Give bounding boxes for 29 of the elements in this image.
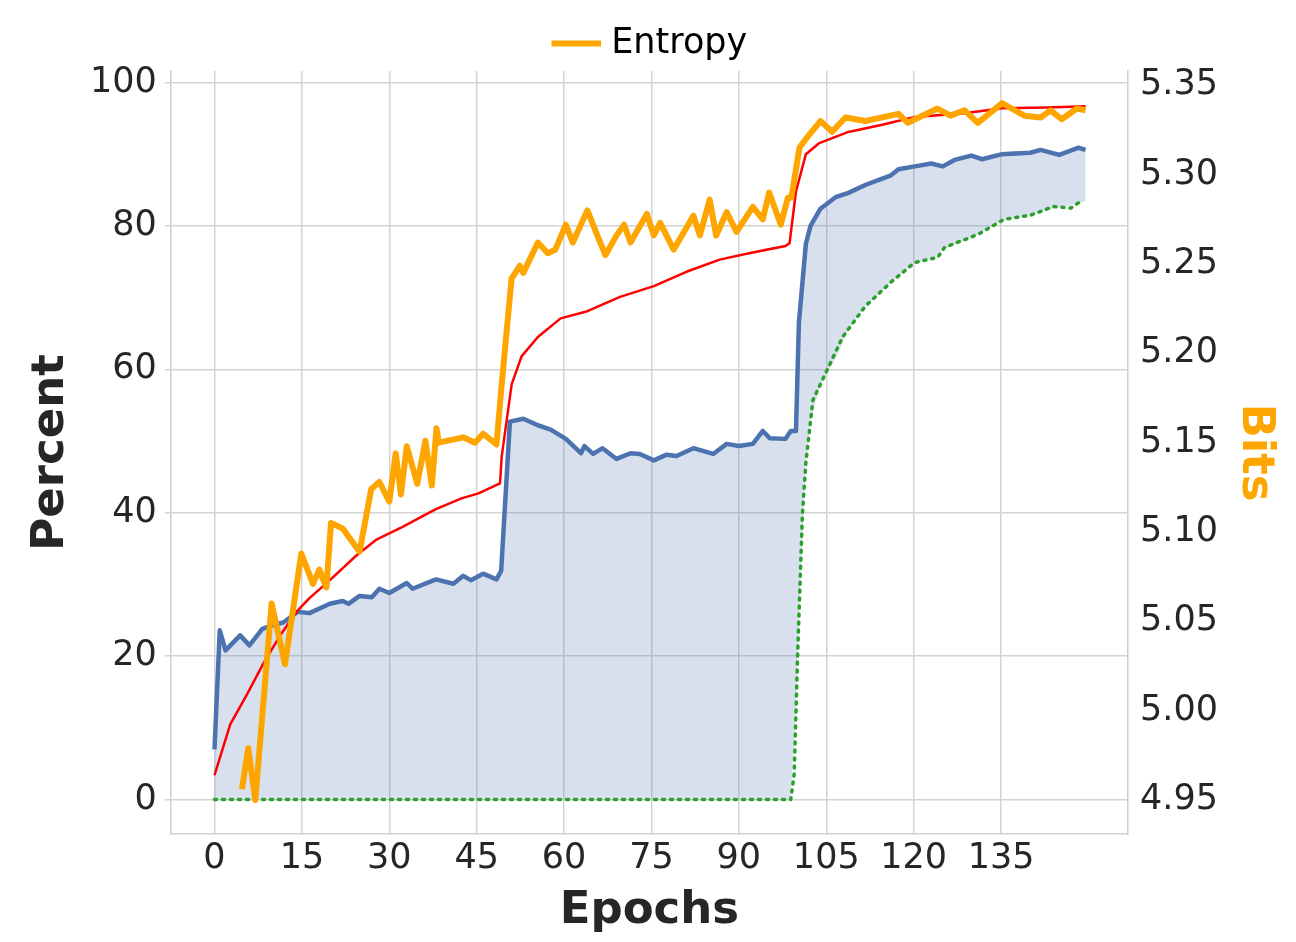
x-tick-label: 0 <box>203 836 226 877</box>
x-tick-label: 60 <box>541 836 587 877</box>
y2-axis-title: Bits <box>1232 403 1286 502</box>
y2-tick-label: 5.20 <box>1140 330 1219 371</box>
y2-tick-label: 5.15 <box>1140 419 1219 460</box>
x-tick-label: 90 <box>716 836 762 877</box>
x-axis-title: Epochs <box>559 880 740 934</box>
x-tick-label: 120 <box>880 836 948 877</box>
y2-tick-label: 5.35 <box>1140 62 1219 103</box>
y2-tick-label: 5.25 <box>1140 241 1219 282</box>
y2-tick-label: 5.05 <box>1140 598 1219 639</box>
y2-tick-label: 5.30 <box>1140 151 1219 192</box>
y-tick-label: 60 <box>112 346 157 387</box>
x-tick-label: 45 <box>454 836 499 877</box>
x-tick-label: 75 <box>629 836 674 877</box>
x-tick-label: 105 <box>792 836 860 877</box>
x-tick-label: 30 <box>367 836 412 877</box>
y-tick-label: 80 <box>112 202 157 243</box>
y2-tick-label: 5.00 <box>1140 687 1219 728</box>
y-tick-label: 40 <box>112 489 157 530</box>
y2-tick-label: 4.95 <box>1140 777 1219 818</box>
y2-tick-label: 5.10 <box>1140 509 1219 550</box>
x-tick-label: 15 <box>279 836 325 877</box>
y-axis-title: Percent <box>20 354 74 551</box>
y-tick-label: 20 <box>112 633 157 674</box>
y-tick-label: 0 <box>134 776 157 817</box>
x-tick-label: 135 <box>967 836 1035 877</box>
y-tick-label: 100 <box>89 59 157 100</box>
legend-label: Entropy <box>611 20 748 61</box>
